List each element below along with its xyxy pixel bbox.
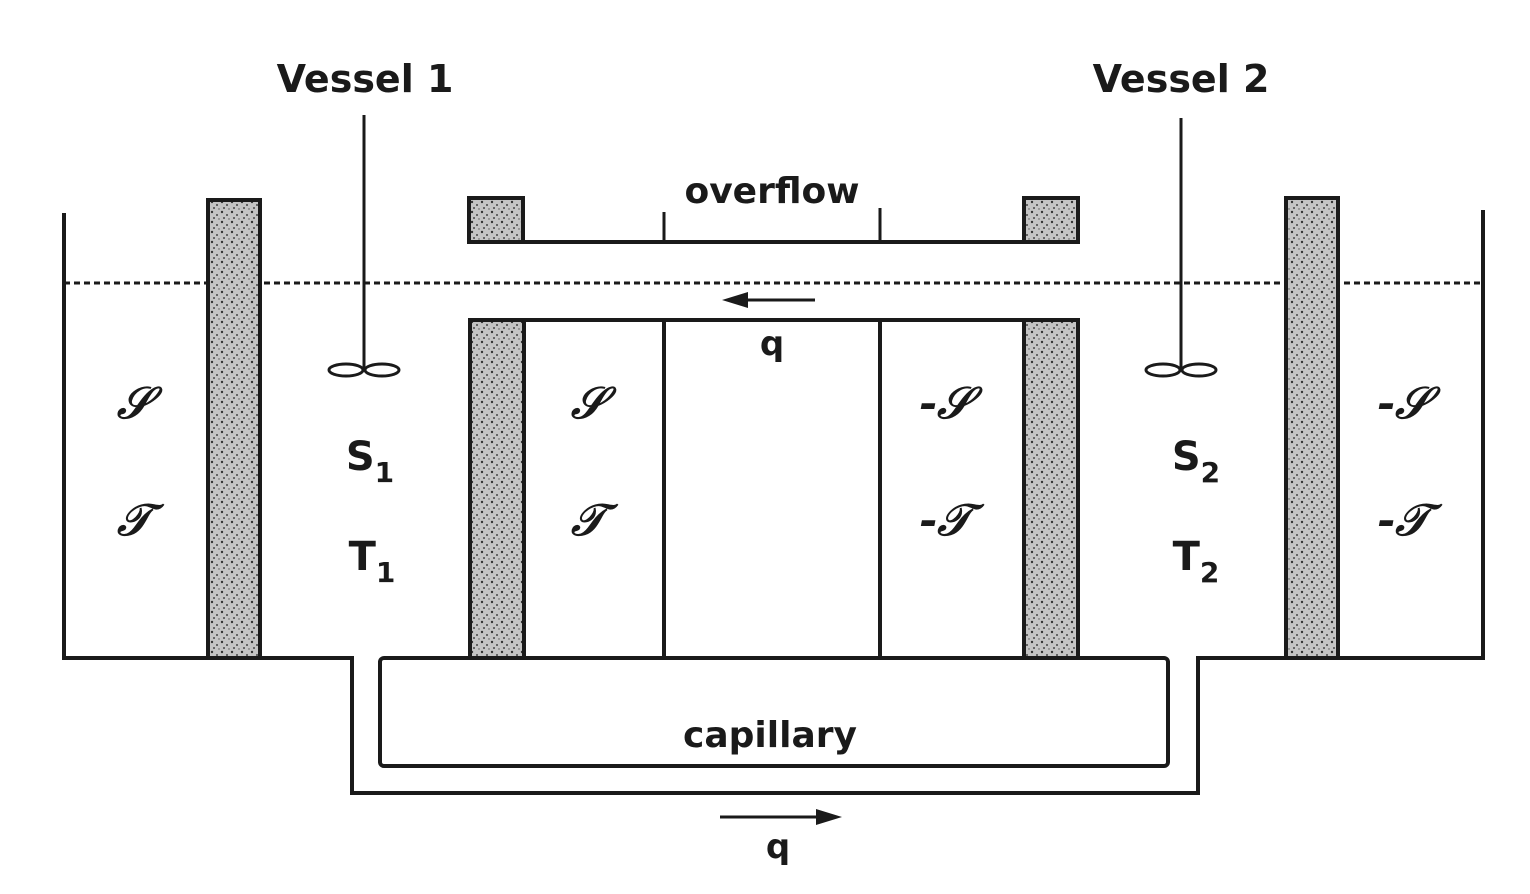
porous-wall-left-outer — [206, 198, 262, 660]
flow-arrow-bottom — [720, 809, 842, 825]
vessel-2-label: Vessel 2 — [1093, 57, 1270, 101]
outer-tank — [62, 210, 1485, 795]
inner-right-entropy-label: -𝒮 — [919, 378, 983, 429]
flow-arrow-top — [722, 292, 815, 308]
inner-right-heat-label: -𝒯 — [919, 495, 985, 546]
stirrer-vessel-2 — [1144, 118, 1218, 378]
inner-left-heat-label: 𝒯 — [570, 495, 619, 546]
inner-right-chamber — [878, 318, 1026, 660]
vessel-1-temperature-label: T1 — [349, 534, 396, 589]
porous-wall-left-inner — [468, 318, 526, 660]
capillary-tube — [378, 656, 1170, 768]
overflow-trough — [467, 196, 1080, 244]
outer-right-entropy-label: -𝒮 — [1377, 378, 1441, 429]
vessel-2-entropy-label: S2 — [1172, 434, 1220, 489]
porous-wall-right-outer — [1284, 196, 1340, 660]
vessel-1-entropy-label: S1 — [346, 434, 394, 489]
overflow-label: overflow — [684, 171, 859, 212]
outer-left-entropy-label: 𝒮 — [116, 378, 163, 429]
capillary-label: capillary — [683, 715, 857, 756]
outer-left-heat-label: 𝒯 — [116, 495, 165, 546]
flow-label-bottom: q — [766, 827, 790, 867]
vessel-1-label: Vessel 1 — [277, 57, 454, 101]
porous-wall-right-inner — [1022, 318, 1080, 660]
outer-right-heat-label: -𝒯 — [1377, 495, 1443, 546]
inner-left-chamber — [522, 318, 666, 660]
stirrer-vessel-1 — [327, 115, 401, 378]
vessel-2-temperature-label: T2 — [1173, 534, 1220, 589]
flow-label-top: q — [760, 324, 784, 364]
inner-left-entropy-label: 𝒮 — [570, 378, 617, 429]
